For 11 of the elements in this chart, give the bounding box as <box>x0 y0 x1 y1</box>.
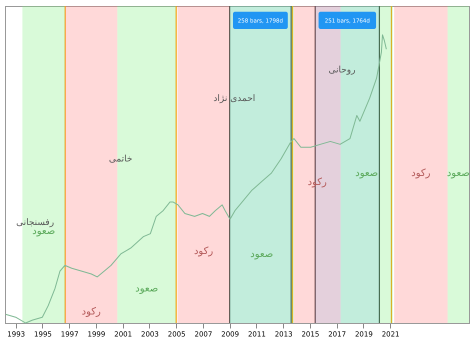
annotation: روحانی <box>328 65 356 76</box>
band-label: رکود <box>194 246 214 257</box>
band-label: رکود <box>82 306 102 318</box>
annotation: رفسنجانی <box>16 218 54 228</box>
annotation: خاتمی <box>108 154 132 165</box>
annotation: احمدی نژاد <box>213 94 256 104</box>
band-label: صعود <box>135 283 158 294</box>
band-label: صعود <box>446 168 470 180</box>
band-label: صعود <box>355 168 378 180</box>
band-label: رکود <box>411 168 431 180</box>
band-label: صعود <box>250 248 274 260</box>
